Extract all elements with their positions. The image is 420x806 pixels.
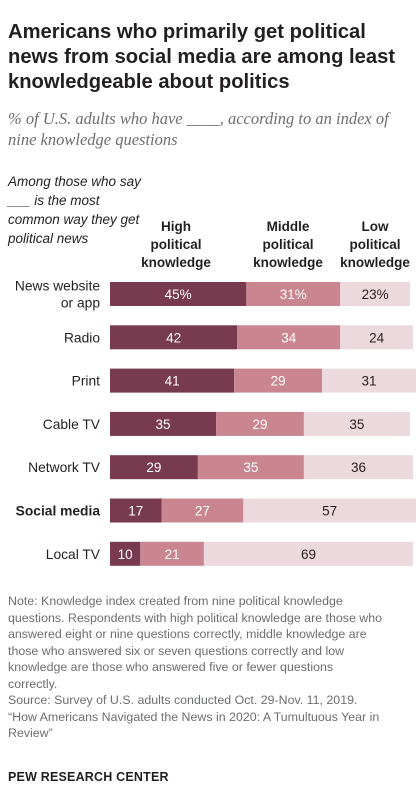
column-header-low-line: knowledge	[340, 255, 410, 270]
data-label-high: 42	[166, 330, 181, 345]
column-header-high: High political knowledge	[134, 218, 218, 272]
data-label-low: 36	[351, 460, 366, 475]
bar-segment-low	[340, 325, 413, 350]
column-header-low-line: political	[349, 237, 401, 252]
source-line: “How Americans Navigated the News in 202…	[8, 709, 380, 724]
bar-segment-low	[303, 455, 413, 480]
category-label: News website or app	[15, 279, 100, 311]
data-label-high: 29	[146, 460, 161, 475]
chart-note: Note: Knowledge index created from nine …	[8, 593, 413, 742]
category-label-line: or app	[61, 296, 100, 311]
data-label-high: 17	[128, 504, 143, 519]
category-label-line: Cable TV	[43, 417, 101, 432]
stub-header: Among those who say ___ is the most comm…	[8, 174, 141, 246]
bar-segment-middle	[216, 411, 304, 436]
column-header-low: Low political knowledge	[333, 218, 417, 272]
category-label: Social media	[16, 504, 101, 519]
bar-segment-middle	[246, 282, 341, 306]
data-label-middle: 27	[195, 504, 210, 519]
source-line: Review”	[8, 726, 53, 740]
bar-segment-low	[303, 411, 410, 436]
column-header-low-line: Low	[361, 219, 389, 234]
category-label-line: Network TV	[28, 460, 101, 475]
bar-segment-high	[110, 325, 238, 350]
data-label-low: 31	[362, 374, 377, 389]
category-label-line: Social media	[16, 504, 101, 519]
data-label-low: 24	[369, 330, 385, 345]
data-label-high: 45%	[165, 287, 192, 302]
category-label-line: News website	[15, 279, 100, 294]
note-line: Note: Knowledge index created from nine …	[8, 594, 343, 608]
footer-credit: PEW RESEARCH CENTER	[8, 770, 169, 784]
bar-segment-high	[110, 282, 247, 306]
category-label: Local TV	[46, 547, 101, 562]
bar-segment-middle	[197, 455, 304, 480]
bar-segment-middle	[140, 541, 204, 566]
category-label: Network TV	[28, 460, 101, 475]
column-header-high-line: knowledge	[141, 255, 211, 270]
data-label-low: 69	[301, 547, 316, 562]
bar-segment-high	[110, 368, 235, 393]
column-header-high-line: political	[150, 237, 202, 252]
note-line: answered eight or nine questions correct…	[8, 627, 367, 641]
data-label-middle: 34	[281, 330, 297, 345]
data-label-middle: 21	[165, 547, 180, 562]
category-label-line: Radio	[64, 330, 100, 345]
bar-segment-middle	[234, 368, 323, 393]
chart-title: Americans who primarily get political ne…	[8, 21, 396, 93]
bar-segment-high	[110, 411, 217, 436]
column-header-middle-line: Middle	[266, 219, 310, 234]
data-label-low: 35	[349, 417, 364, 432]
column-header-middle-line: political	[262, 237, 314, 252]
data-label-high: 41	[165, 374, 180, 389]
bar-segment-high	[110, 455, 198, 480]
data-label-high: 35	[156, 417, 171, 432]
data-label-middle: 29	[252, 417, 267, 432]
stacked-bar-chart: News website or app 45% 31% 23% Radio 42 34 24 Pr…	[15, 279, 417, 566]
data-label-low: 57	[322, 504, 337, 519]
data-label-high: 10	[118, 547, 133, 562]
bar-segment-high	[110, 498, 162, 523]
note-line: correctly.	[8, 676, 58, 691]
column-header-high-line: High	[161, 219, 191, 234]
bar-segment-high	[110, 541, 141, 566]
data-label-middle: 31%	[280, 287, 307, 302]
column-header-middle: Middle political knowledge	[244, 218, 332, 272]
category-label: Print	[72, 374, 101, 389]
category-label: Cable TV	[43, 417, 101, 432]
source-line: Source: Survey of U.S. adults conducted …	[8, 693, 358, 707]
category-label-line: Local TV	[46, 547, 101, 562]
data-label-low: 23%	[362, 287, 389, 302]
bar-segment-low	[322, 368, 417, 393]
chart-subtitle: % of U.S. adults who have ____, accordin…	[8, 109, 389, 149]
bar-segment-middle	[237, 325, 341, 350]
note-line: those who answered six or seven question…	[8, 643, 345, 658]
bar-segment-low	[243, 498, 417, 523]
note-line: questions. Respondents with high politic…	[8, 610, 383, 625]
data-label-middle: 35	[243, 460, 258, 475]
category-label: Radio	[64, 330, 100, 345]
bar-segment-low	[203, 541, 413, 566]
bar-segment-low	[340, 282, 410, 306]
bar-segment-middle	[161, 498, 244, 523]
category-label-line: Print	[72, 374, 101, 389]
data-label-middle: 29	[271, 374, 286, 389]
column-header-middle-line: knowledge	[253, 255, 323, 270]
note-line: knowledge are those who answered five or…	[8, 660, 334, 674]
